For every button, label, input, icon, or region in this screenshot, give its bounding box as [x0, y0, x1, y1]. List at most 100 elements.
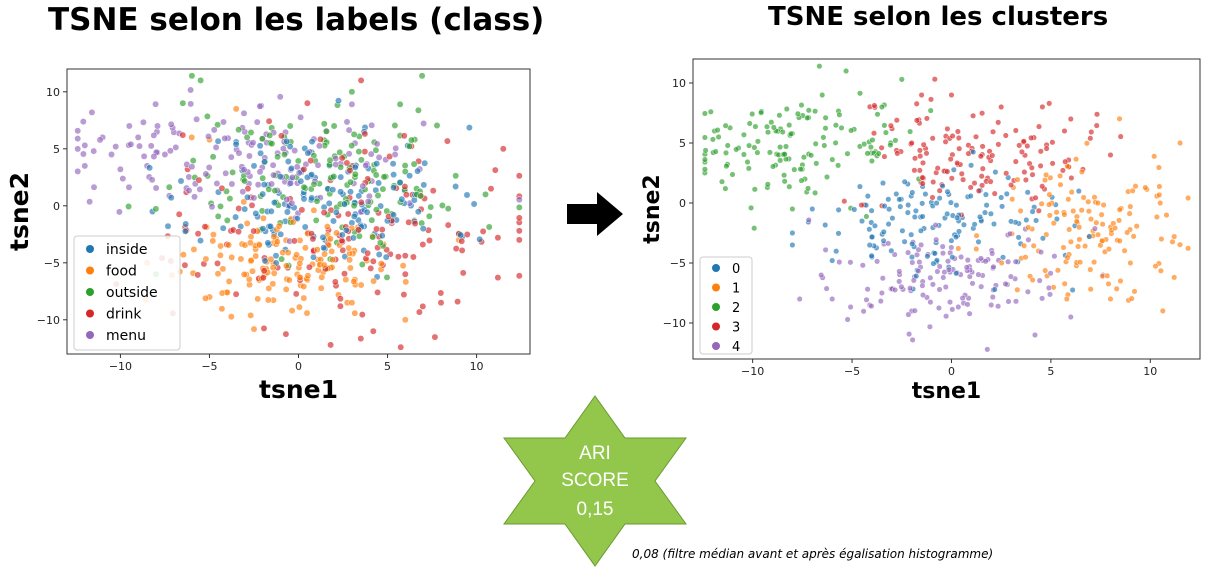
point-drink: [181, 261, 189, 269]
point-outside: [189, 157, 197, 165]
point-food: [217, 242, 225, 250]
point-outside: [247, 129, 255, 136]
point-2: [898, 76, 905, 83]
point-3: [995, 119, 1002, 126]
point-menu: [139, 118, 147, 126]
point-menu: [373, 140, 381, 148]
point-2: [779, 128, 786, 136]
point-1: [1022, 254, 1029, 261]
point-1: [1094, 199, 1102, 207]
point-inside: [252, 210, 260, 217]
point-0: [822, 221, 829, 229]
point-2: [875, 150, 882, 157]
point-inside: [363, 208, 371, 216]
point-0: [954, 214, 961, 221]
point-outside: [323, 127, 330, 135]
point-3: [1008, 181, 1015, 189]
point-inside: [414, 208, 422, 216]
point-0: [809, 205, 816, 213]
point-outside: [197, 76, 205, 84]
point-2: [777, 144, 784, 151]
point-outside: [203, 112, 211, 120]
point-0: [868, 252, 875, 259]
point-4: [959, 295, 966, 302]
point-4: [896, 268, 903, 275]
point-1: [1050, 220, 1057, 227]
point-inside: [308, 138, 316, 146]
y-tick-label: −5: [670, 257, 686, 270]
point-inside: [146, 164, 154, 172]
point-menu: [79, 118, 87, 126]
point-0: [864, 193, 871, 200]
point-food: [300, 294, 308, 302]
point-outside: [401, 162, 409, 170]
point-2: [812, 108, 819, 115]
point-0: [975, 238, 982, 245]
point-menu: [205, 164, 213, 171]
point-food: [202, 255, 210, 263]
point-menu: [515, 196, 523, 204]
point-drink: [194, 230, 202, 238]
point-1: [1169, 238, 1176, 245]
point-drink: [327, 341, 335, 349]
point-menu: [364, 198, 372, 206]
point-drink: [250, 227, 258, 235]
point-4: [948, 244, 955, 251]
point-outside: [348, 142, 356, 150]
point-menu: [152, 184, 160, 192]
point-0: [950, 166, 957, 173]
point-0: [901, 178, 908, 185]
point-menu: [345, 126, 353, 134]
point-4: [818, 272, 825, 279]
point-outside: [226, 195, 234, 203]
point-2: [758, 109, 765, 116]
point-1: [1009, 196, 1016, 203]
point-0: [971, 221, 978, 228]
point-2: [882, 129, 889, 136]
point-drink: [317, 135, 324, 143]
point-2: [832, 139, 839, 146]
point-1: [1046, 191, 1053, 198]
x-tick-label: −10: [741, 365, 764, 378]
point-menu: [125, 122, 133, 130]
point-inside: [241, 205, 249, 213]
point-drink: [494, 234, 502, 242]
point-0: [908, 254, 916, 261]
point-4: [878, 289, 885, 297]
point-2: [712, 148, 719, 155]
point-outside: [310, 180, 318, 188]
point-menu: [220, 118, 227, 126]
point-3: [1002, 132, 1009, 139]
point-4: [927, 274, 934, 281]
point-outside: [313, 197, 321, 205]
point-inside: [167, 194, 175, 202]
point-food: [348, 299, 356, 307]
point-drink: [265, 117, 273, 125]
point-inside: [332, 208, 340, 216]
point-food: [377, 260, 385, 268]
point-food: [223, 289, 231, 296]
point-0: [1069, 286, 1076, 294]
point-4: [1012, 258, 1019, 265]
point-outside: [374, 192, 382, 199]
point-4: [1007, 273, 1014, 280]
point-4: [989, 294, 996, 301]
point-inside: [390, 171, 398, 179]
point-inside: [476, 235, 484, 243]
point-1: [1067, 238, 1074, 245]
point-4: [1031, 331, 1039, 339]
point-1: [1091, 194, 1098, 201]
point-4: [847, 259, 854, 266]
point-3: [955, 134, 962, 142]
left-chart-title: TSNE selon les labels (class): [48, 2, 545, 38]
point-1: [955, 245, 962, 252]
point-1: [1087, 216, 1095, 223]
point-drink: [437, 289, 445, 297]
point-4: [936, 263, 943, 270]
point-inside: [301, 223, 309, 231]
point-outside: [266, 131, 274, 139]
point-inside: [270, 199, 278, 207]
point-2: [789, 205, 796, 213]
point-0: [953, 233, 960, 241]
point-4: [829, 295, 836, 303]
